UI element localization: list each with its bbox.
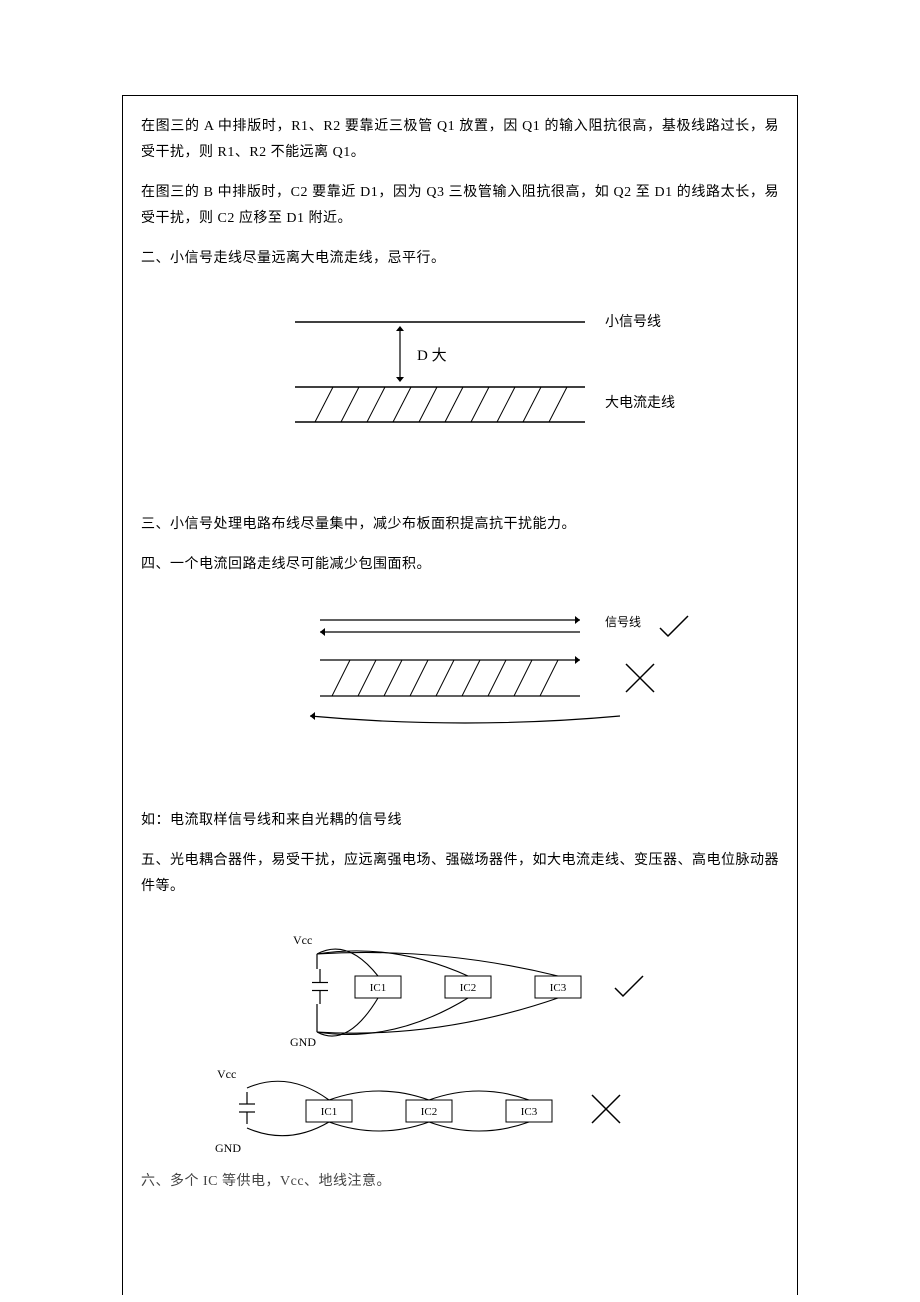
svg-text:D 大: D 大	[417, 347, 447, 364]
diagram-3: Vcc GND IC1 IC2 IC3	[245, 924, 685, 1054]
diagram-4: Vcc GND IC1 IC2 IC3	[211, 1064, 691, 1159]
svg-text:大电流走线: 大电流走线	[605, 395, 675, 411]
para-5: 四、一个电流回路走线尽可能减少包围面积。	[141, 552, 779, 578]
diagram-1-block: D 大 小信号线大电流走线	[141, 292, 779, 432]
diagram-2-block: 信号线	[141, 598, 779, 748]
svg-text:GND: GND	[215, 1141, 241, 1155]
svg-text:小信号线: 小信号线	[605, 314, 661, 330]
para-7: 五、光电耦合器件，易受干扰，应远离强电场、强磁场器件，如大电流走线、变压器、高电…	[141, 848, 779, 900]
svg-text:IC3: IC3	[550, 982, 567, 994]
svg-text:GND: GND	[290, 1035, 316, 1049]
para-3: 二、小信号走线尽量远离大电流走线，忌平行。	[141, 246, 779, 272]
page: 在图三的 A 中排版时，R1、R2 要靠近三极管 Q1 放置，因 Q1 的输入阻…	[0, 0, 920, 1302]
diagram-4-block: Vcc GND IC1 IC2 IC3	[123, 1064, 779, 1159]
svg-text:IC1: IC1	[321, 1106, 338, 1118]
svg-text:IC1: IC1	[370, 982, 387, 994]
para-4: 三、小信号处理电路布线尽量集中，减少布板面积提高抗干扰能力。	[141, 512, 779, 538]
para-8: 六、多个 IC 等供电，Vcc、地线注意。	[141, 1169, 779, 1195]
svg-text:IC2: IC2	[421, 1106, 438, 1118]
para-2: 在图三的 B 中排版时，C2 要靠近 D1，因为 Q3 三极管输入阻抗很高，如 …	[141, 180, 779, 232]
svg-text:IC2: IC2	[460, 982, 477, 994]
svg-text:信号线: 信号线	[605, 615, 641, 629]
svg-text:Vcc: Vcc	[217, 1067, 236, 1081]
para-6: 如：电流取样信号线和来自光耦的信号线	[141, 808, 779, 834]
para-1: 在图三的 A 中排版时，R1、R2 要靠近三极管 Q1 放置，因 Q1 的输入阻…	[141, 114, 779, 166]
svg-text:IC3: IC3	[521, 1106, 538, 1118]
svg-text:Vcc: Vcc	[293, 933, 312, 947]
diagram-2: 信号线	[260, 598, 720, 748]
diagram-3-block: Vcc GND IC1 IC2 IC3	[141, 924, 779, 1054]
content-frame: 在图三的 A 中排版时，R1、R2 要靠近三极管 Q1 放置，因 Q1 的输入阻…	[122, 95, 798, 1295]
diagram-1: D 大 小信号线大电流走线	[265, 292, 705, 432]
